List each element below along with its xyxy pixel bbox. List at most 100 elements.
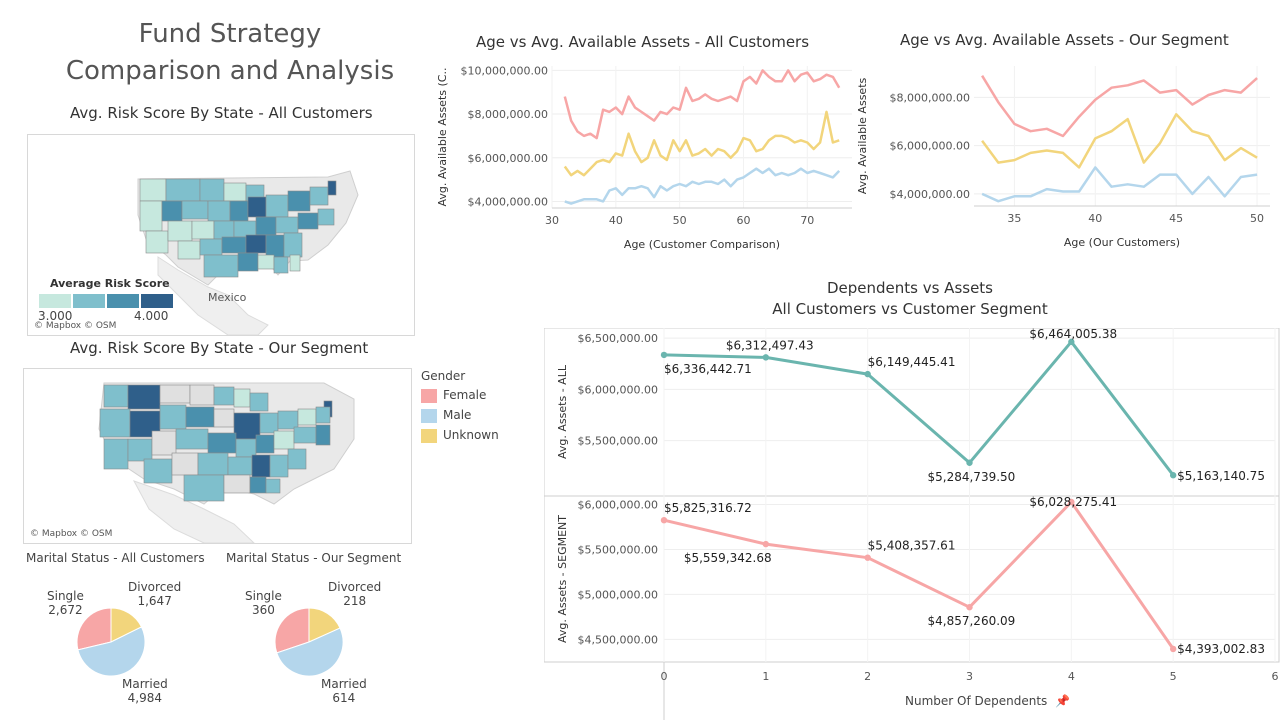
x-tick-label: 30 (545, 214, 559, 227)
legend-item-unknown[interactable]: Unknown (421, 425, 521, 445)
mexico-shape (157, 256, 269, 335)
pie-slice-divorced (308, 607, 341, 643)
pie-segment-divorced-name: Divorced (328, 580, 382, 594)
y-tick-label: $4,000,000.00 (468, 195, 548, 208)
data-label: $4,857,260.09 (928, 614, 1016, 628)
state-region (317, 208, 335, 226)
gender-legend[interactable]: Gender Female Male Unknown (421, 369, 521, 445)
state-region (233, 388, 251, 408)
state-region (213, 220, 235, 240)
pie-all-divorced-name: Divorced (128, 580, 182, 594)
map-all-title: Avg. Risk Score By State - All Customers (70, 104, 373, 122)
age-segment-title: Age vs Avg. Available Assets - Our Segme… (900, 31, 1229, 49)
state-region (203, 254, 239, 278)
state-region (127, 438, 153, 462)
dependents-frame (544, 328, 1280, 663)
state-region (269, 454, 289, 478)
y-tick-label: $6,000,000.00 (468, 152, 548, 165)
age-all-chart[interactable]: $4,000,000.00 $6,000,000.00 $8,000,000.00 $… (432, 56, 862, 266)
state-region (265, 478, 281, 494)
state-region (181, 200, 209, 220)
map-segment[interactable]: © Mapbox © OSM (23, 368, 412, 544)
pie-segment-svg (274, 607, 344, 677)
state-region (327, 180, 337, 196)
risk-swatch-2 (106, 293, 140, 309)
state-region (233, 220, 257, 238)
plot-area (974, 66, 1270, 206)
data-point (1169, 645, 1177, 653)
x-tick-label: 50 (1250, 212, 1264, 225)
data-point (966, 459, 973, 466)
state-region (199, 178, 225, 202)
state-region (273, 430, 295, 450)
x-tick-label: 2 (864, 670, 871, 683)
y-tick-label: $4,500,000.00 (578, 633, 658, 646)
legend-item-female[interactable]: Female (421, 385, 521, 405)
x-tick-label: 50 (673, 214, 687, 227)
risk-swatch-0 (38, 293, 72, 309)
pie-all-customers[interactable]: Single 2,672 Divorced 1,647 Married 4,98… (20, 575, 220, 715)
state-region (159, 404, 187, 430)
state-region (265, 194, 289, 218)
state-region (145, 230, 169, 254)
legend-swatch-male (421, 408, 437, 423)
marital-segment-title: Marital Status - Our Segment (226, 551, 402, 565)
data-point (660, 351, 668, 359)
age-segment-chart[interactable]: $4,000,000.00 $6,000,000.00 $8,000,000.00 3… (852, 56, 1280, 266)
map-all-customers[interactable]: Mexico Average Risk Score 3.000 4.000 © … (27, 134, 415, 336)
legend-item-male[interactable]: Male (421, 405, 521, 425)
pie-segment-married-label: Married 614 (321, 677, 367, 705)
pie-all-married-value: 4,984 (127, 691, 163, 705)
state-region (275, 216, 299, 234)
y-tick-label: $8,000,000.00 (468, 108, 548, 121)
state-region (183, 474, 225, 502)
data-label: $5,284,739.50 (928, 470, 1016, 484)
data-label: $5,163,140.75 (1177, 469, 1265, 483)
state-region (273, 256, 289, 274)
state-region (103, 384, 129, 408)
state-region (165, 178, 201, 202)
state-region (283, 232, 303, 258)
risk-swatch-1 (72, 293, 106, 309)
state-region (191, 220, 215, 240)
x-axis-title: Age (Customer Comparison) (624, 238, 780, 251)
map-segment-title: Avg. Risk Score By State - Our Segment (70, 339, 369, 357)
state-region (259, 412, 279, 434)
state-region (309, 186, 329, 206)
data-label: $5,825,316.72 (664, 501, 752, 515)
data-label: $5,559,342.68 (684, 551, 772, 565)
data-point (864, 554, 871, 561)
state-region (277, 410, 299, 430)
state-shapes (139, 178, 337, 278)
state-region (297, 212, 319, 230)
legend-label-unknown: Unknown (443, 428, 499, 442)
x-tick-label: 5 (1170, 670, 1177, 683)
pie-our-segment[interactable]: Single 360 Divorced 218 Married 614 (218, 575, 418, 715)
state-region (213, 408, 235, 428)
state-region (249, 392, 269, 412)
map-all-svg: Mexico (137, 170, 359, 335)
pie-all-married-label: Married 4,984 (122, 677, 168, 705)
x-tick-label: 45 (1169, 212, 1183, 225)
state-region (257, 254, 275, 270)
state-region (315, 406, 331, 424)
pie-slice-married (276, 627, 344, 677)
state-region (185, 406, 215, 428)
pie-segment-married-value: 614 (332, 691, 356, 705)
y-tick-label: $6,000,000.00 (890, 140, 970, 153)
state-region (251, 454, 271, 478)
dependents-line (663, 340, 1175, 477)
state-region (177, 240, 201, 260)
data-point (660, 516, 668, 524)
state-region (289, 254, 301, 272)
risk-legend-min: 3.000 (38, 309, 73, 323)
dependents-chart[interactable]: $5,500,000.00 $6,000,000.00 $6,500,000.00 A… (544, 328, 1280, 720)
pin-icon[interactable]: 📌 (1055, 694, 1071, 708)
state-region (213, 386, 235, 406)
data-point (1169, 472, 1177, 479)
pie-segment-divorced-value: 218 (343, 594, 367, 608)
risk-swatch-3 (140, 293, 174, 309)
pie-all-svg (76, 607, 146, 677)
state-region (159, 384, 191, 404)
data-point (966, 604, 973, 611)
